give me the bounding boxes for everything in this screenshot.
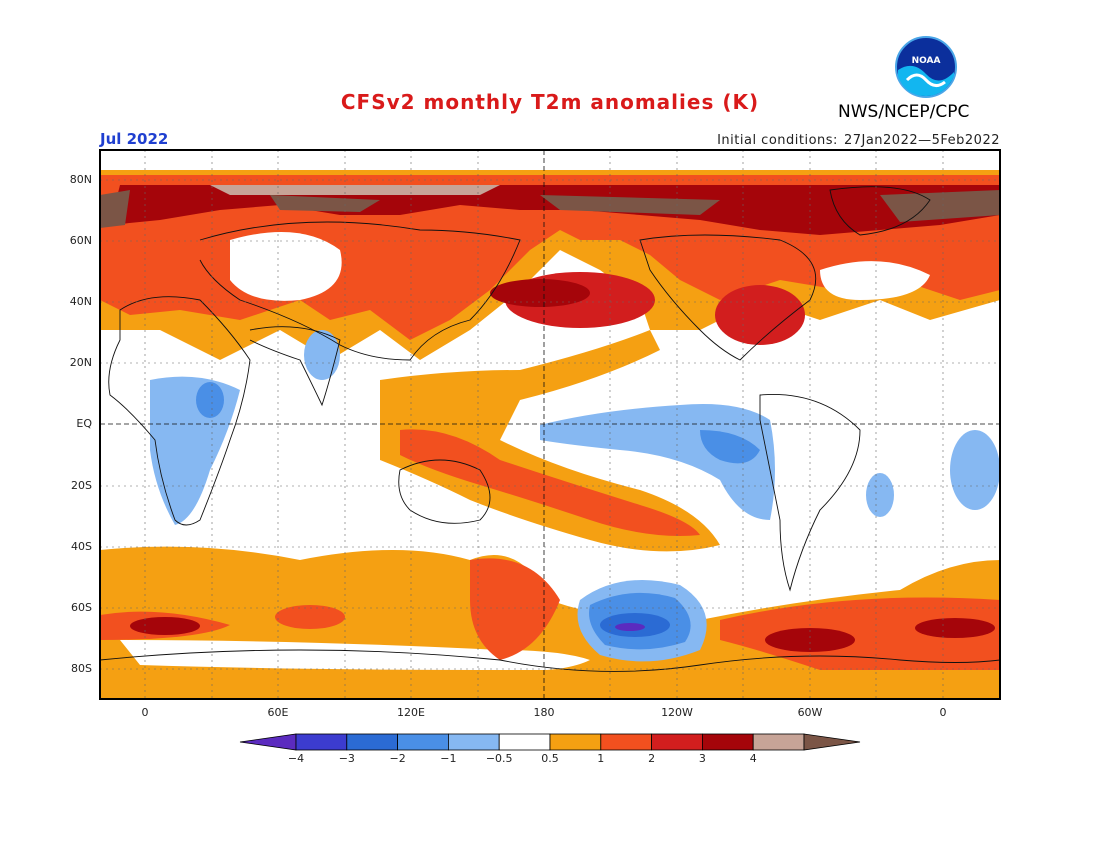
lon-label: 0 bbox=[939, 706, 947, 719]
map-frame bbox=[99, 149, 1001, 700]
colorbar-label: −0.5 bbox=[485, 752, 513, 765]
arctic-darkred bbox=[110, 185, 1000, 235]
arctic-brown-3 bbox=[540, 195, 720, 215]
arctic-brown-4 bbox=[880, 190, 1000, 222]
us-red bbox=[715, 285, 805, 345]
so-white-gap bbox=[120, 640, 590, 672]
so-red-2 bbox=[275, 605, 345, 629]
arctic-brown-2 bbox=[270, 195, 380, 212]
lat-label: 60N bbox=[69, 234, 92, 247]
atlantic-cool bbox=[950, 430, 1000, 510]
lat-label: 80S bbox=[71, 662, 92, 675]
colorbar-label: 1 bbox=[597, 752, 605, 765]
lon-label: 0 bbox=[141, 706, 149, 719]
colorbar-label: 0.5 bbox=[541, 752, 559, 765]
lat-label: 20S bbox=[71, 479, 92, 492]
organization-label: NWS/NCEP/CPC bbox=[838, 102, 970, 122]
nh-white-hole-na bbox=[820, 261, 930, 300]
arctic-brown-1 bbox=[100, 190, 130, 228]
initial-conditions: Initial conditions: 27Jan2022—5Feb2022 bbox=[711, 133, 1000, 148]
initial-conditions-label: Initial conditions: bbox=[717, 133, 838, 148]
lat-label: 60S bbox=[71, 601, 92, 614]
colorbar-label: −2 bbox=[389, 752, 406, 765]
lon-label: 60W bbox=[797, 706, 823, 719]
east-pacific-cool-core bbox=[700, 430, 760, 464]
africa-cool-core bbox=[196, 382, 224, 418]
so-darkred-3 bbox=[915, 618, 995, 638]
so-red-3 bbox=[470, 558, 560, 660]
lon-label: 180 bbox=[533, 706, 555, 719]
colorbar-label: −1 bbox=[440, 752, 457, 765]
antarctica-orange bbox=[100, 670, 1000, 699]
colorbar-label: −4 bbox=[287, 752, 305, 765]
initial-conditions-value: 27Jan2022—5Feb2022 bbox=[843, 133, 1000, 148]
colorbar-label: 2 bbox=[648, 752, 656, 765]
india-cool bbox=[304, 330, 340, 380]
arctic-tan bbox=[210, 185, 500, 195]
colorbar-label: 4 bbox=[749, 752, 757, 765]
lon-label: 120E bbox=[397, 706, 425, 719]
coastlines bbox=[100, 186, 1000, 672]
lat-label: 80N bbox=[69, 173, 92, 186]
lat-label: 40N bbox=[69, 295, 92, 308]
page-title: CFSv2 monthly T2m anomalies (K) bbox=[340, 90, 760, 114]
colorbar-label: −3 bbox=[338, 752, 355, 765]
colorbar-label: 3 bbox=[698, 752, 706, 765]
nh-white-hole-asia bbox=[230, 232, 342, 301]
logo-text: NOAA bbox=[912, 56, 941, 66]
noaa-logo: NOAA bbox=[895, 36, 957, 98]
sa-cool bbox=[866, 473, 894, 517]
lat-label: 40S bbox=[71, 540, 92, 553]
so-darkred-2 bbox=[765, 628, 855, 652]
lat-label: EQ bbox=[76, 417, 92, 430]
graticule bbox=[100, 150, 1000, 699]
lat-label: 20N bbox=[69, 356, 92, 369]
equator-dateline bbox=[100, 150, 1000, 699]
lon-label: 60E bbox=[267, 706, 289, 719]
tropics-red bbox=[400, 429, 700, 536]
valid-month-label: Jul 2022 bbox=[100, 130, 169, 148]
so-darkred-1 bbox=[130, 617, 200, 635]
tropics-orange bbox=[380, 330, 720, 552]
sp-cool-core bbox=[615, 623, 645, 631]
so-red-4 bbox=[720, 597, 1000, 680]
lon-label: 120W bbox=[661, 706, 693, 719]
north-pacific-blob-darkred bbox=[490, 279, 590, 307]
